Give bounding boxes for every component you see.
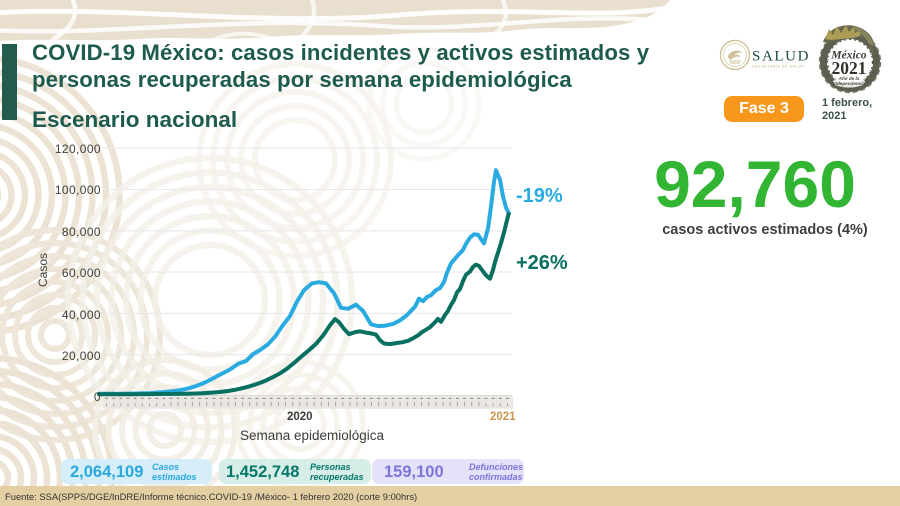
svg-text:SALUD: SALUD: [752, 49, 810, 65]
svg-text:Independencia: Independencia: [833, 81, 866, 86]
svg-text:2021: 2021: [832, 58, 867, 78]
svg-text:México: México: [830, 50, 866, 62]
svg-text:SECRETARÍA DE SALUD: SECRETARÍA DE SALUD: [752, 65, 804, 69]
svg-text:Año de la: Año de la: [838, 76, 860, 81]
